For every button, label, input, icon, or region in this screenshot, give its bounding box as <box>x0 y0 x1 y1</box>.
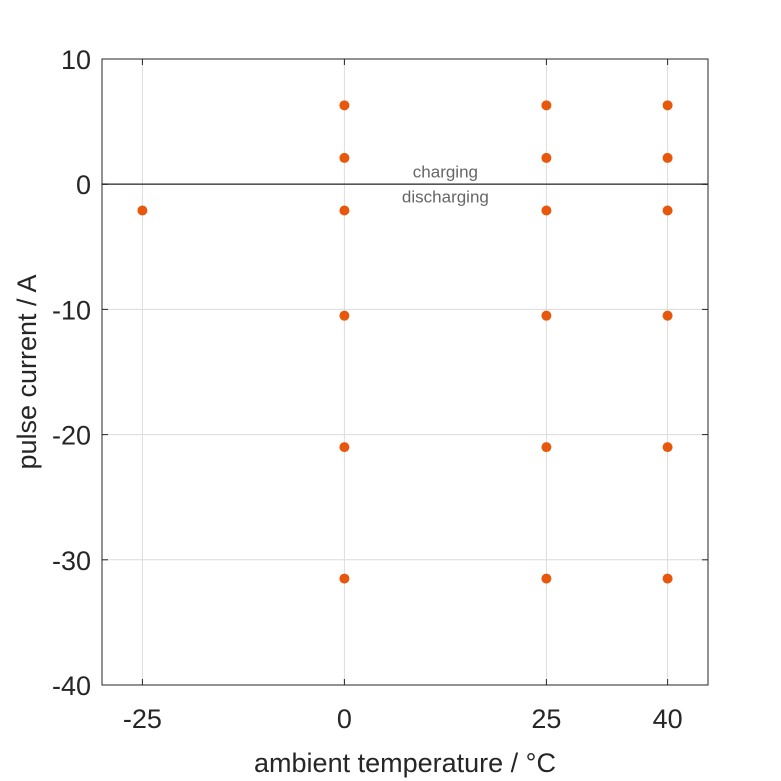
data-point <box>541 310 552 321</box>
data-point <box>339 310 350 321</box>
x-tick-label: 40 <box>653 704 683 734</box>
ticks <box>102 58 708 686</box>
y-tick-label: 10 <box>61 45 91 75</box>
data-point <box>662 310 673 321</box>
data-point <box>662 205 673 216</box>
data-point <box>662 442 673 453</box>
x-tick-label: 25 <box>531 704 561 734</box>
data-point <box>339 573 350 584</box>
annotation-discharging: discharging <box>402 188 489 207</box>
x-tick-labels: -25 0 25 40 <box>123 704 683 734</box>
x-tick-label: 0 <box>337 704 352 734</box>
y-tick-label: -10 <box>52 295 91 325</box>
data-point <box>339 442 350 453</box>
data-point <box>662 100 673 111</box>
y-tick-label: -30 <box>52 546 91 576</box>
data-point <box>339 205 350 216</box>
y-tick-label: -40 <box>52 671 91 701</box>
y-tick-label: -20 <box>52 421 91 451</box>
y-tick-labels: -40 -30 -20 -10 0 10 <box>52 45 91 701</box>
data-point <box>137 205 148 216</box>
data-points <box>137 100 673 584</box>
y-axis-label: pulse current / A <box>12 274 42 469</box>
data-point <box>662 573 673 584</box>
y-tick-label: 0 <box>76 170 91 200</box>
x-tick-label: -25 <box>123 704 162 734</box>
plot-frame <box>101 58 709 686</box>
plot-area <box>102 59 708 685</box>
data-point <box>662 152 673 163</box>
data-point <box>541 152 552 163</box>
data-point <box>541 573 552 584</box>
annotations: charging discharging <box>402 163 489 207</box>
x-axis-label: ambient temperature / °C <box>254 748 556 778</box>
data-point <box>339 100 350 111</box>
data-point <box>541 205 552 216</box>
data-point <box>541 100 552 111</box>
data-point <box>541 442 552 453</box>
data-point <box>339 152 350 163</box>
annotation-charging: charging <box>413 163 478 182</box>
